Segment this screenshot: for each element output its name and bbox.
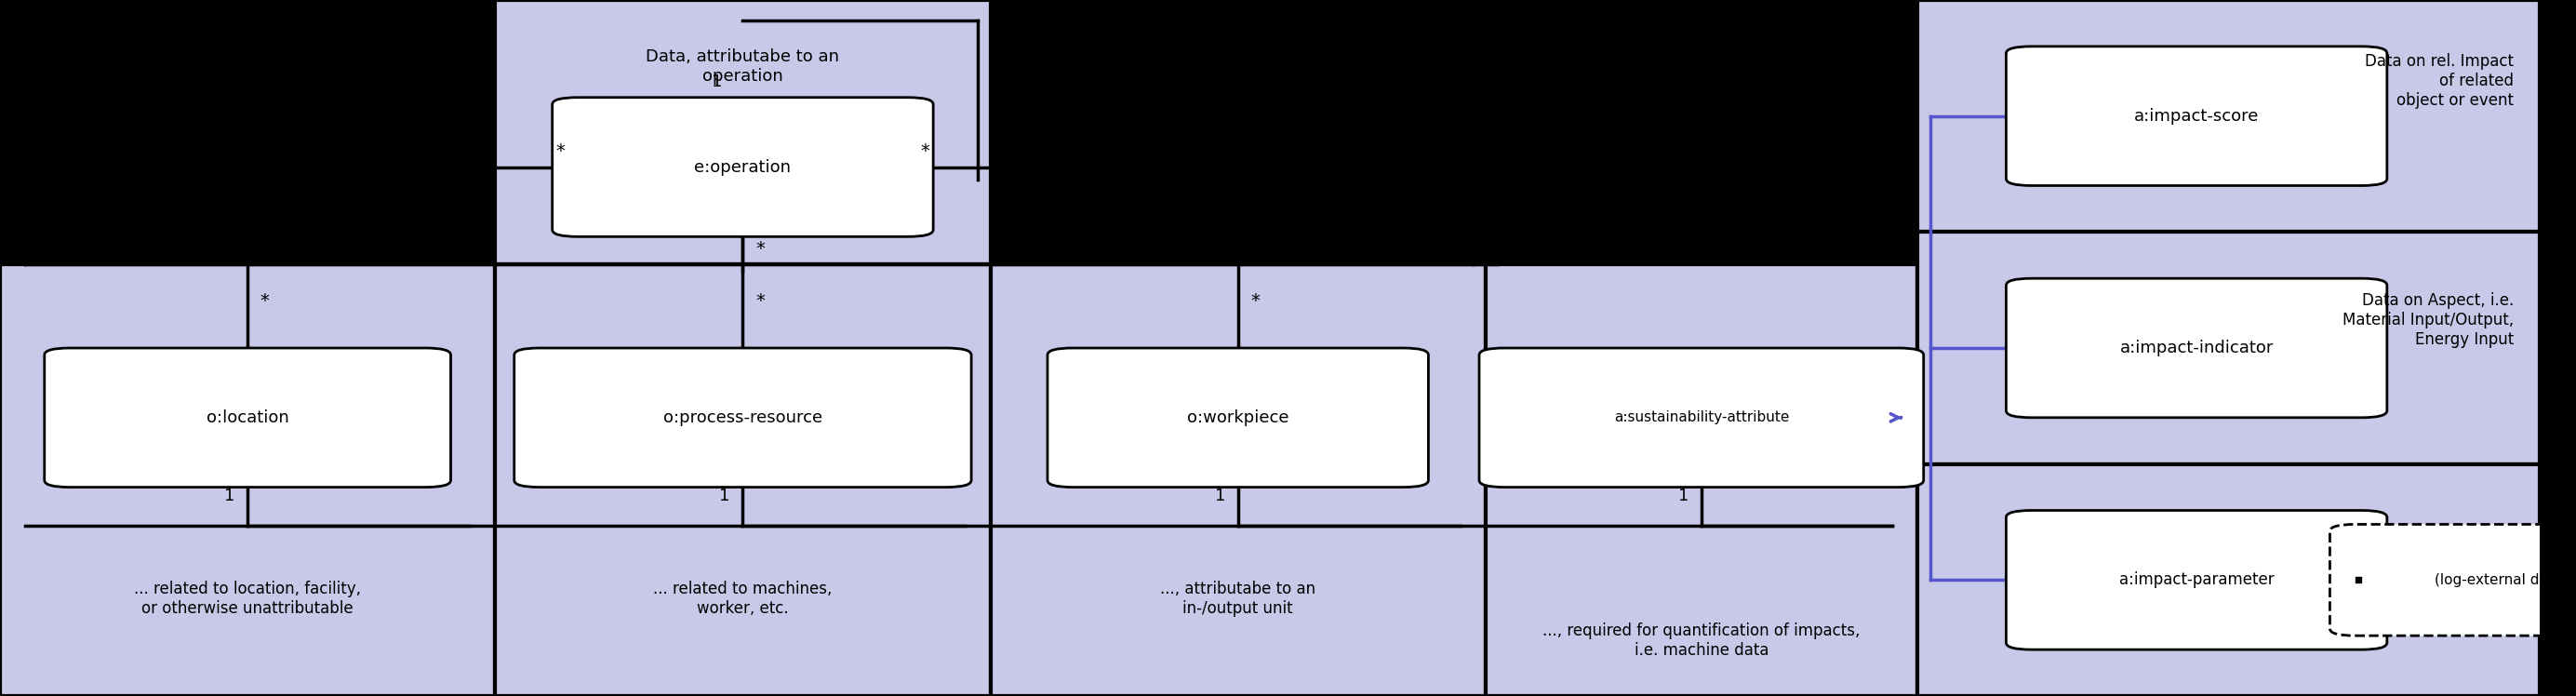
Text: o:workpiece: o:workpiece xyxy=(1188,409,1288,426)
Text: *: * xyxy=(920,143,930,160)
Text: (log-external data): (log-external data) xyxy=(2434,573,2568,587)
Text: a:impact-score: a:impact-score xyxy=(2133,108,2259,125)
Text: 1: 1 xyxy=(1216,487,1226,504)
Text: a:impact-indicator: a:impact-indicator xyxy=(2120,340,2275,356)
Bar xyxy=(1917,464,2540,696)
FancyBboxPatch shape xyxy=(44,348,451,487)
Text: ... related to machines,
worker, etc.: ... related to machines, worker, etc. xyxy=(654,580,832,617)
Text: 1: 1 xyxy=(719,487,729,504)
FancyBboxPatch shape xyxy=(2007,510,2388,649)
Bar xyxy=(495,0,989,264)
Text: a:impact-parameter: a:impact-parameter xyxy=(2120,571,2275,588)
FancyBboxPatch shape xyxy=(2007,278,2388,418)
FancyBboxPatch shape xyxy=(551,97,933,237)
Text: *: * xyxy=(755,240,765,258)
Text: a:sustainability-attribute: a:sustainability-attribute xyxy=(1613,411,1788,425)
Text: Data, attributabe to an
operation: Data, attributabe to an operation xyxy=(647,49,840,85)
Text: 1: 1 xyxy=(224,487,234,504)
Text: o:location: o:location xyxy=(206,409,289,426)
Bar xyxy=(1917,232,2540,464)
Bar xyxy=(989,264,1486,696)
FancyBboxPatch shape xyxy=(1479,348,1924,487)
Text: ..., required for quantification of impacts,
i.e. machine data: ..., required for quantification of impa… xyxy=(1543,622,1860,658)
Text: 1: 1 xyxy=(1677,487,1690,504)
FancyBboxPatch shape xyxy=(2007,47,2388,186)
Text: Data on Aspect, i.e.
Material Input/Output,
Energy Input: Data on Aspect, i.e. Material Input/Outp… xyxy=(2342,292,2514,348)
Bar xyxy=(1917,0,2540,232)
Bar xyxy=(495,264,989,696)
Text: *: * xyxy=(1249,292,1260,310)
FancyBboxPatch shape xyxy=(515,348,971,487)
Text: Data on rel. Impact
of related
object or event: Data on rel. Impact of related object or… xyxy=(2365,54,2514,109)
Text: e:operation: e:operation xyxy=(696,159,791,175)
FancyBboxPatch shape xyxy=(1048,348,1430,487)
Text: *: * xyxy=(556,143,564,160)
Bar xyxy=(1486,264,1917,696)
Bar xyxy=(0,264,495,696)
Text: o:process-resource: o:process-resource xyxy=(662,409,822,426)
Text: *: * xyxy=(260,292,270,310)
FancyBboxPatch shape xyxy=(2329,524,2576,635)
Text: ... related to location, facility,
or otherwise unattributable: ... related to location, facility, or ot… xyxy=(134,580,361,617)
Text: *: * xyxy=(755,292,765,310)
Text: ..., attributabe to an
in-/output unit: ..., attributabe to an in-/output unit xyxy=(1159,580,1316,617)
Text: 1: 1 xyxy=(711,74,724,90)
